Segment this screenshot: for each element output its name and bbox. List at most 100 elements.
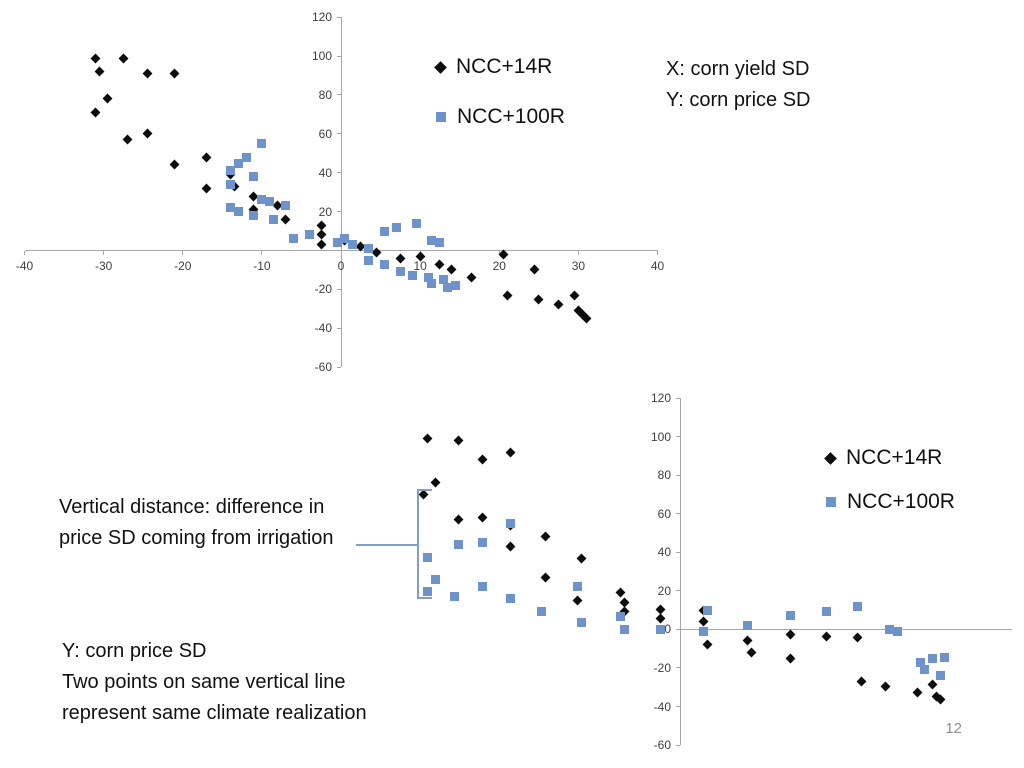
- scatter-point-diamond: [169, 68, 180, 79]
- y-tick-label: -60: [653, 738, 671, 753]
- scatter-point-square: [249, 211, 259, 220]
- x-tick: [24, 250, 25, 255]
- scatter-point-square: [380, 259, 390, 269]
- note-line: Two points on same vertical line: [62, 671, 346, 693]
- scatter-point-square: [443, 282, 453, 292]
- scatter-point-square: [289, 234, 299, 244]
- legend-top-chart: NCC+14R NCC+100R: [434, 55, 565, 155]
- scatter-point-square: [233, 207, 243, 217]
- scatter-point-square: [241, 152, 251, 162]
- scatter-point-square: [225, 203, 235, 213]
- scatter-point-square: [364, 244, 374, 254]
- scatter-point-diamond: [742, 635, 753, 645]
- y-tick: [676, 551, 680, 553]
- bracket-vertical-line: [417, 489, 419, 598]
- y-tick-label: 100: [311, 49, 332, 64]
- scatter-point-square: [340, 234, 350, 244]
- scatter-point-diamond: [852, 632, 863, 643]
- bracket-bottom-arm: [417, 597, 432, 599]
- scatter-point-square: [439, 275, 449, 285]
- scatter-point-diamond: [821, 631, 832, 642]
- y-axis: [340, 17, 342, 368]
- y-tick-label: -20: [653, 660, 671, 675]
- x-tick: [657, 250, 658, 255]
- y-tick-label: 60: [657, 506, 671, 521]
- scatter-point-diamond: [502, 290, 513, 301]
- y-tick: [676, 590, 680, 592]
- scatter-point-diamond: [169, 159, 180, 170]
- x-tick: [340, 250, 342, 255]
- scatter-point-diamond: [466, 272, 477, 283]
- legend-label: NCC+14R: [846, 446, 943, 469]
- scatter-point-square: [742, 621, 752, 631]
- bracket-top-arm: [417, 489, 432, 491]
- y-tick: [676, 706, 680, 707]
- scatter-point-diamond: [746, 647, 757, 658]
- y-tick-label: -60: [314, 360, 332, 375]
- y-tick-label: 0: [664, 622, 671, 637]
- x-tick-label: -20: [174, 258, 192, 273]
- x-tick-label: -10: [253, 258, 271, 273]
- legend-item-ncc14r: NCC+14R: [434, 55, 565, 79]
- x-tick-label: -40: [15, 258, 34, 273]
- scatter-point-square: [257, 195, 267, 205]
- note-line: X: corn yield SD: [666, 58, 810, 80]
- scatter-point-diamond: [90, 53, 101, 63]
- scatter-point-square: [451, 280, 461, 290]
- scatter-point-square: [233, 158, 243, 168]
- scatter-point-square: [427, 236, 437, 246]
- scatter-point-diamond: [505, 447, 516, 457]
- scatter-point-diamond: [430, 477, 441, 488]
- scatter-point-diamond: [553, 299, 564, 310]
- y-tick: [337, 94, 341, 96]
- scatter-point-square: [380, 226, 390, 236]
- scatter-point-diamond: [569, 290, 580, 301]
- scatter-point-square: [572, 582, 582, 592]
- note-line: Y: corn price SD: [666, 89, 811, 111]
- scatter-point-diamond: [453, 514, 464, 525]
- scatter-point-diamond: [576, 553, 587, 564]
- scatter-point-square: [257, 139, 267, 149]
- scatter-point-square: [411, 218, 421, 228]
- scatter-point-square: [423, 273, 433, 283]
- scatter-point-square: [348, 240, 358, 250]
- y-tick: [337, 133, 341, 135]
- scatter-point-square: [395, 267, 405, 277]
- y-tick: [337, 211, 341, 213]
- y-tick: [676, 513, 680, 515]
- scatter-point-square: [505, 518, 515, 528]
- scatter-point-square: [304, 230, 314, 240]
- diamond-marker-icon: [824, 451, 837, 465]
- scatter-point-square: [655, 624, 665, 634]
- y-tick: [337, 172, 341, 174]
- y-tick: [337, 55, 341, 57]
- scatter-point-diamond: [453, 435, 464, 446]
- scatter-point-square: [616, 612, 626, 622]
- square-marker-icon: [826, 497, 836, 507]
- scatter-point-square: [249, 172, 259, 182]
- scatter-point-diamond: [477, 454, 488, 465]
- scatter-point-square: [422, 552, 432, 562]
- scatter-point-diamond: [142, 68, 153, 79]
- x-tick: [103, 250, 105, 255]
- scatter-point-square: [699, 626, 709, 636]
- y-axis: [679, 398, 681, 746]
- y-tick-label: 40: [657, 545, 671, 560]
- scatter-point-diamond: [572, 595, 583, 606]
- scatter-point-square: [391, 222, 401, 232]
- scatter-point-diamond: [122, 134, 133, 145]
- y-tick-label: 60: [318, 126, 332, 141]
- scatter-point-diamond: [529, 264, 540, 275]
- scatter-point-diamond: [856, 676, 867, 687]
- y-tick-label: 80: [318, 87, 332, 102]
- y-tick: [676, 667, 680, 669]
- scatter-point-diamond: [477, 512, 488, 523]
- y-tick-label: -20: [314, 282, 332, 297]
- scatter-point-diamond: [422, 433, 433, 444]
- legend-bottom-chart: NCC+14R NCC+100R: [824, 446, 955, 534]
- scatter-point-square: [916, 657, 926, 667]
- y-tick-label: -40: [314, 321, 332, 336]
- scatter-point-square: [920, 665, 930, 675]
- scatter-point-diamond: [702, 639, 713, 650]
- scatter-point-square: [364, 255, 374, 265]
